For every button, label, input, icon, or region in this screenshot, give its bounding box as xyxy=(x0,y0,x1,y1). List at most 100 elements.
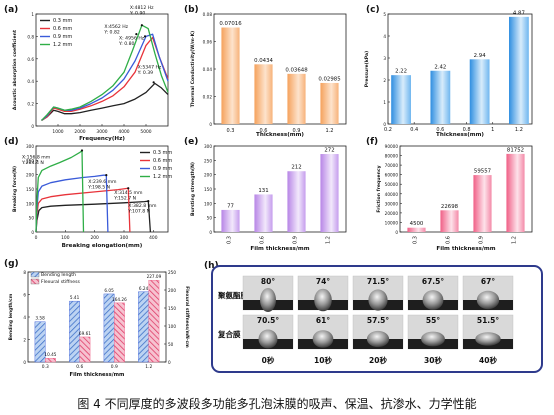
contact-angle-label: 71.5° xyxy=(367,277,390,286)
x-tick-label: 0.6 xyxy=(260,236,266,244)
bar-value-label: 6.24 xyxy=(139,286,149,291)
legend-label: Flexural stiffness xyxy=(41,279,81,285)
bar-value-label: 2.94 xyxy=(474,53,487,59)
series-line xyxy=(35,149,85,233)
y-tick-label: 4 xyxy=(23,315,26,320)
series-line xyxy=(41,24,169,121)
annotation-label: X:4812 Hz xyxy=(130,5,154,11)
droplet xyxy=(475,332,501,346)
y-tick-label: 1 xyxy=(31,12,34,17)
plot-frame xyxy=(387,13,533,125)
annotation-label: Y: 0.82 xyxy=(103,30,120,36)
droplet xyxy=(476,290,500,310)
contact-angle-label: 67° xyxy=(481,277,495,286)
y-tick-label: 10000 xyxy=(385,220,399,225)
legend-label: 0.6 mm xyxy=(153,158,172,164)
panel-1: (b) 0 0.02 0.04 0.06 0.08 0.3 0.6 0.9 1.2 0.07016 0… xyxy=(184,5,347,138)
y-tick-label: 0.2 xyxy=(27,102,34,107)
x-tick-label: 3000 xyxy=(96,129,107,135)
y-tick-label: 50000 xyxy=(385,182,399,187)
x-tick-label: 0.8 xyxy=(463,127,471,133)
x-tick-label: 1000 xyxy=(52,129,63,135)
bar-value-label: 69.61 xyxy=(79,331,91,336)
y-axis-title-right: Flexural stiffness/mN·cm xyxy=(184,286,190,348)
legend-label: 0.9 mm xyxy=(153,166,172,172)
y-axis-title: Pressure(kPa) xyxy=(364,51,370,87)
bar-value-label: 22698 xyxy=(441,204,459,210)
contact-angle-label: 67.5° xyxy=(422,277,445,286)
x-tick-label: 2000 xyxy=(74,129,85,135)
annotation-label: X:156.8 mm xyxy=(22,154,51,160)
y-tick-label: 0 xyxy=(383,122,386,127)
droplet xyxy=(368,289,388,311)
figure-caption: 图 4 不同厚度的多波段多功能多孔泡沫膜的吸声、保温、抗渗水、力学性能 xyxy=(77,397,477,411)
bar-value-label: 2.22 xyxy=(395,69,407,75)
y-tick-label: 0 xyxy=(168,360,171,365)
x-axis-title: Film thickness/mm xyxy=(70,372,125,378)
bar-value-label: 212 xyxy=(291,165,301,171)
x-tick-label: 1.2 xyxy=(145,364,152,370)
legend-label: 1.2 mm xyxy=(53,42,72,48)
annotation-label: Y:284.4 N xyxy=(21,160,44,166)
y-tick-label: 60000 xyxy=(385,173,399,178)
bar xyxy=(506,153,525,232)
y-tick-label: 150 xyxy=(168,306,176,311)
x-tick-label: 0.3 xyxy=(42,364,49,370)
y-axis-title: Breaking force(N) xyxy=(12,166,18,212)
y-tick-label: 250 xyxy=(26,158,34,163)
bar-value-label: 0.02985 xyxy=(318,76,340,82)
time-label: 20秒 xyxy=(369,355,387,365)
x-tick-label: 1.2 xyxy=(326,128,334,134)
contact-angle-label: 70.5° xyxy=(257,316,280,325)
time-label: 30秒 xyxy=(424,355,442,365)
bar-value-label: 10.45 xyxy=(44,352,56,357)
x-axis-title: Breaking elongation(mm) xyxy=(62,243,143,249)
bar xyxy=(320,154,339,232)
series-line xyxy=(41,82,169,121)
y-tick-label: 1 xyxy=(383,100,386,105)
y-tick-label: 100 xyxy=(204,201,212,206)
x-tick-label: 0.9 xyxy=(293,236,299,244)
panel-label: (e) xyxy=(184,137,198,147)
y-tick-label: 2 xyxy=(23,338,26,343)
x-tick-label: 0.4 xyxy=(410,127,418,133)
bar-value-label: 0.03648 xyxy=(285,67,308,73)
bar xyxy=(320,82,339,124)
bar-value-label: 2.42 xyxy=(434,64,446,70)
y-tick-label: 70000 xyxy=(385,163,399,168)
y-tick-label: 0.02 xyxy=(203,95,213,100)
y-tick-label: 0 xyxy=(209,122,212,127)
y-tick-label: 50 xyxy=(168,342,174,347)
x-axis-title: Film thickness/mm xyxy=(436,246,495,252)
series-line xyxy=(35,200,152,233)
annotation-point xyxy=(140,24,143,27)
bar-value-label: 3.58 xyxy=(35,316,45,321)
bar-value-label: 6.05 xyxy=(104,288,114,293)
y-tick-label: 0 xyxy=(31,124,34,129)
legend-label: 0.3 mm xyxy=(53,18,72,24)
bar-value-label: 227.09 xyxy=(147,274,162,279)
y-axis-title: Acoustic absorption coefficient xyxy=(12,29,18,110)
legend-label: 0.9 mm xyxy=(53,34,72,40)
y-tick-label: 30000 xyxy=(385,201,399,206)
y-tick-label: 50 xyxy=(207,216,213,221)
bar-value-label: 59557 xyxy=(474,169,491,175)
x-axis-title: Thickness(mm) xyxy=(436,132,484,138)
bar-value-label: 131 xyxy=(258,188,268,194)
bar-value-label: 4500 xyxy=(410,221,424,227)
panel-label: (a) xyxy=(4,5,18,15)
contact-angle-label: 57.5° xyxy=(367,316,390,325)
x-tick-label: 0.6 xyxy=(260,128,268,134)
y-tick-label: 0 xyxy=(395,230,398,235)
bar xyxy=(473,175,492,232)
bar xyxy=(221,27,240,125)
annotation-point xyxy=(147,199,150,203)
x-axis-title: Film thickness/mm xyxy=(250,246,309,252)
y-tick-label: 150 xyxy=(204,187,212,192)
legend-label: 0.3 mm xyxy=(153,150,172,156)
x-tick-label: 1.2 xyxy=(512,236,518,244)
x-tick-label: 0.2 xyxy=(384,127,392,133)
droplet xyxy=(312,330,334,348)
